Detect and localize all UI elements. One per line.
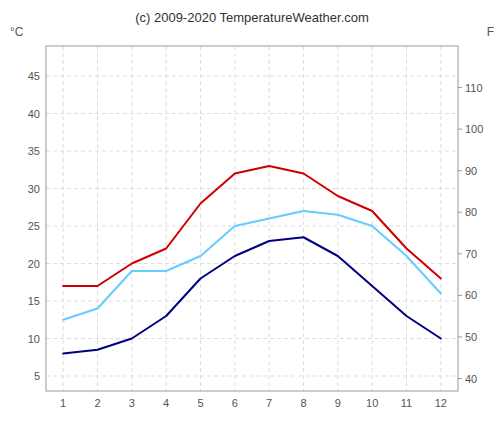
plot-frame [46,46,458,391]
y2-axis-label: F [487,25,494,39]
y-tick-label: 30 [28,183,40,195]
grid-line-x [234,46,235,391]
y2-tick-label: 60 [465,289,477,301]
grid-line-x [200,46,201,391]
y2-tick-label: 100 [465,123,483,135]
grid-line-y [46,338,458,339]
grid-line-y [46,263,458,264]
grid-line-x [372,46,373,391]
chart-svg: 1234567891011125101520253035404540506070… [0,0,504,425]
page: {"chart_data": { "type": "line", "title"… [0,0,504,425]
series-line [63,166,441,286]
y2-tick [458,295,462,296]
series-line [63,211,441,320]
grid-line-y [46,188,458,189]
y-tick-label: 20 [28,258,40,270]
y2-tick-label: 70 [465,248,477,260]
x-tick-label: 5 [197,397,203,409]
grid-line-x [303,46,304,391]
x-tick-label: 4 [163,397,169,409]
y2-tick [458,87,462,88]
chart-container: 1234567891011125101520253035404540506070… [0,0,504,425]
y2-axis: 40 50 60 70 80 90 100 110 [458,82,483,385]
y2-tick [458,378,462,379]
x-tick-label: 7 [266,397,272,409]
y2-tick [458,253,462,254]
grid-line-y [46,301,458,302]
grid-line-y [46,113,458,114]
grid-line-x [97,46,98,391]
y-tick-label: 25 [28,220,40,232]
y-axis-label: °C [10,25,24,39]
x-tick-label: 2 [94,397,100,409]
x-tick-label: 8 [300,397,306,409]
y-tick-label: 45 [28,70,40,82]
series-line [63,237,441,353]
grid-line-y [46,376,458,377]
y2-tick-label: 40 [465,373,477,385]
y2-tick-label: 90 [465,165,477,177]
y2-tick [458,212,462,213]
grid-line-x [337,46,338,391]
series-group [63,166,441,354]
y2-tick-label: 80 [465,206,477,218]
y-tick-label: 15 [28,295,40,307]
y-tick-label: 10 [28,333,40,345]
grid-line-y [46,151,458,152]
grid-line-x [166,46,167,391]
grid-line-y [46,226,458,227]
x-tick-label: 3 [129,397,135,409]
x-tick-label: 1 [60,397,66,409]
y-tick-label: 5 [34,370,40,382]
x-tick-label: 11 [401,397,412,409]
x-tick-label: 6 [232,397,238,409]
x-axis: 123456789101112 [60,397,447,409]
y2-tick-label: 50 [465,331,477,343]
y-tick-label: 35 [28,145,40,157]
chart-title: (c) 2009-2020 TemperatureWeather.com [135,10,369,25]
grid-line-x [63,46,64,391]
y-axis: 5 10 15 20 25 30 35 40 45 [28,70,40,382]
y2-tick-label: 110 [465,82,483,94]
y-tick-label: 40 [28,108,40,120]
grid-line-x [406,46,407,391]
y2-tick [458,336,462,337]
grid [46,46,458,391]
x-tick-label: 12 [435,397,447,409]
x-tick-label: 10 [366,397,378,409]
grid-line-y [46,76,458,77]
y2-tick [458,170,462,171]
x-tick-label: 9 [335,397,341,409]
y2-tick [458,129,462,130]
